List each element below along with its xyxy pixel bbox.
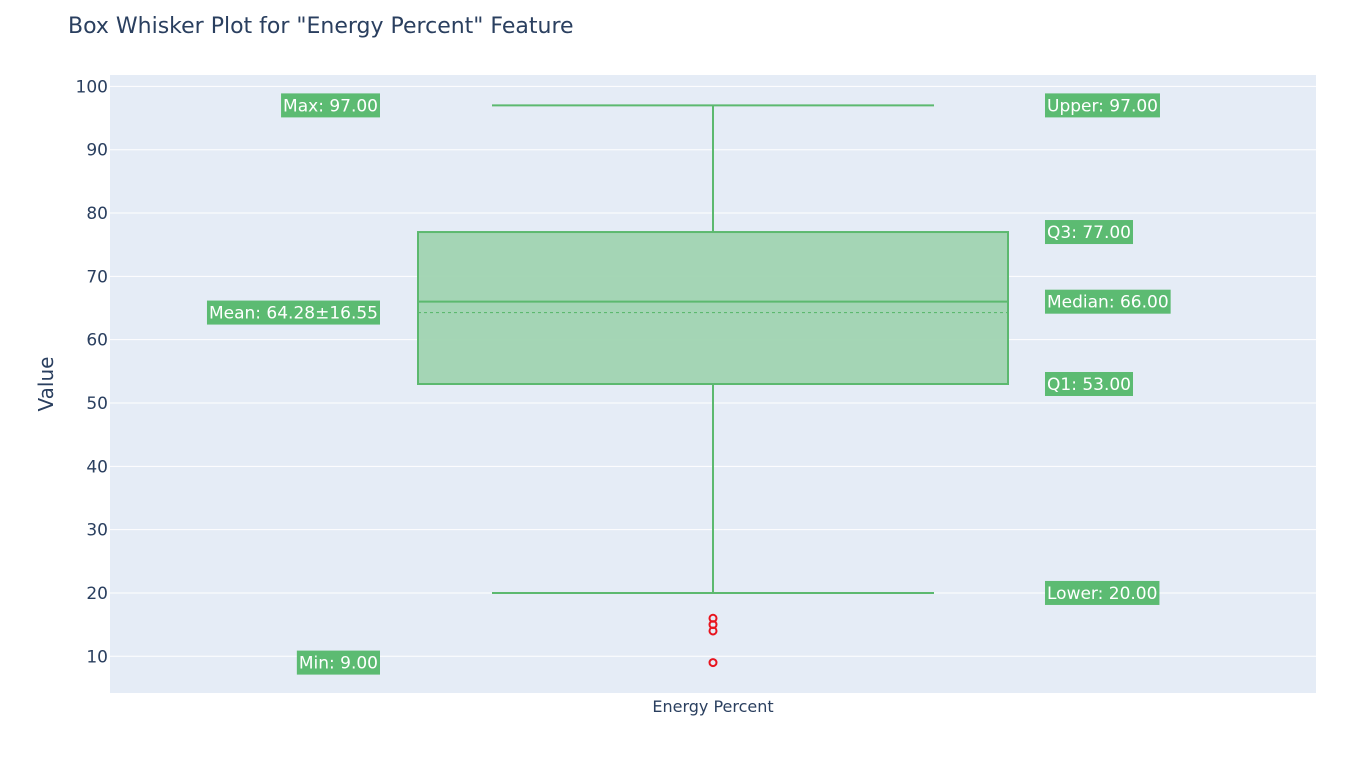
- lower-label: Lower: 20.00: [1047, 584, 1157, 604]
- q1-label-bg: [1045, 372, 1133, 396]
- median-label: Median: 66.00: [1047, 293, 1169, 313]
- max-label-bg: [281, 93, 380, 118]
- chart-title: Box Whisker Plot for "Energy Percent" Fe…: [68, 14, 574, 39]
- y-tick-label: 20: [86, 584, 108, 604]
- mean-label: Mean: 64.28±16.55: [209, 304, 378, 324]
- y-tick-label: 50: [86, 394, 108, 414]
- q3-label-bg: [1045, 220, 1133, 245]
- upper-label: Upper: 97.00: [1047, 96, 1158, 116]
- annotations: Max: 97.00 Mean: 64.28±16.55 Min: 9.00 Uppe…: [206, 93, 1171, 675]
- y-tick-label: 10: [86, 647, 108, 667]
- upper-label-bg: [1045, 93, 1160, 118]
- annotation-median: Median: 66.00: [1045, 289, 1171, 314]
- annotation-mean: Mean: 64.28±16.55: [206, 300, 380, 325]
- annotation-q1: Q1: 53.00: [1045, 372, 1133, 396]
- median-label-bg: [1045, 289, 1171, 314]
- y-tick-label: 90: [86, 141, 108, 161]
- min-label-bg: [296, 650, 380, 675]
- y-tick-label: 80: [86, 204, 108, 224]
- annotation-min: Min: 9.00: [296, 650, 380, 675]
- lower-label-bg: [1045, 580, 1160, 605]
- q3-label: Q3: 77.00: [1047, 223, 1131, 243]
- y-tick-label: 40: [86, 457, 108, 477]
- y-axis-label: Value: [34, 357, 58, 412]
- q1-label: Q1: 53.00: [1047, 375, 1131, 395]
- y-tick-label: 100: [76, 77, 108, 97]
- mean-label-bg: [206, 300, 380, 325]
- annotation-q3: Q3: 77.00: [1045, 220, 1133, 245]
- y-tick-label: 70: [86, 267, 108, 287]
- annotation-lower: Lower: 20.00: [1045, 580, 1160, 605]
- y-tick-label: 30: [86, 521, 108, 541]
- y-tick-label: 60: [86, 331, 108, 351]
- y-tick-labels: 10 20 30 40 50 60 70 80 90 100: [76, 77, 108, 667]
- x-tick-label: Energy Percent: [652, 697, 773, 716]
- min-label: Min: 9.00: [299, 654, 378, 674]
- max-label: Max: 97.00: [283, 96, 378, 116]
- iqr-box: [417, 231, 1009, 385]
- annotation-upper: Upper: 97.00: [1045, 93, 1160, 118]
- annotation-max: Max: 97.00: [281, 93, 380, 118]
- outlier-point: [708, 658, 718, 668]
- outlier-point: [708, 626, 718, 636]
- box-trace: [417, 104, 1009, 668]
